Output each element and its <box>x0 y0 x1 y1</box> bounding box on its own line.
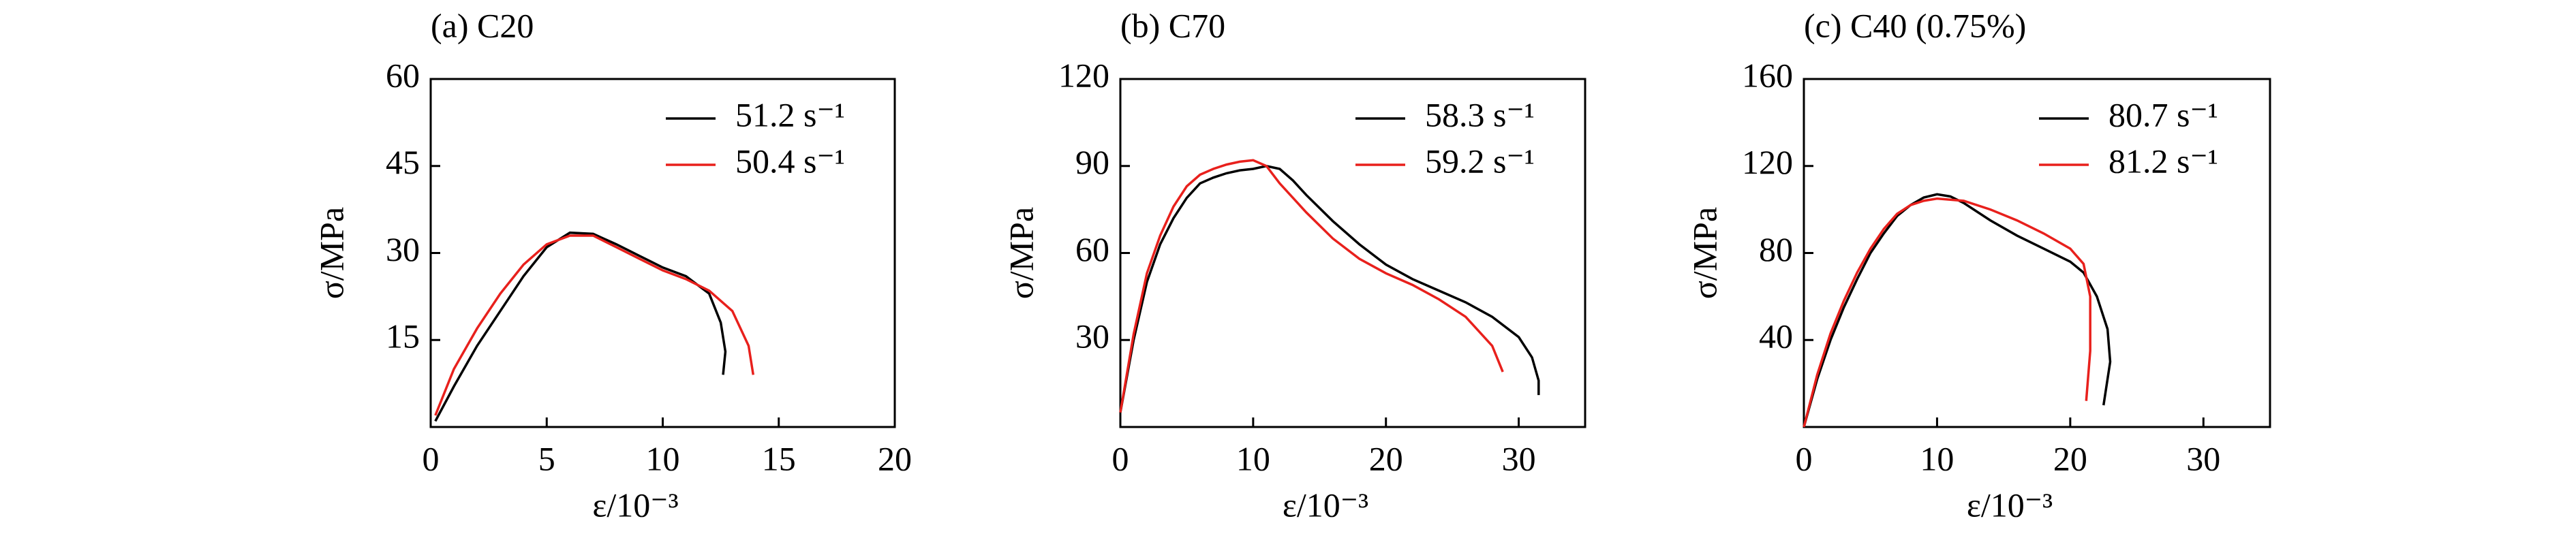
x-axis-label: ε/10⁻³ <box>1967 486 2053 524</box>
x-tick-label: 15 <box>762 439 796 477</box>
legend-label: 80.7 s⁻¹ <box>2109 95 2218 133</box>
x-tick-label: 20 <box>878 439 912 477</box>
chart-title: (c) C40 (0.75%) <box>1804 6 2026 44</box>
x-tick-label: 10 <box>1920 439 1954 477</box>
y-tick-label: 160 <box>1742 56 1793 94</box>
x-tick-label: 5 <box>538 439 555 477</box>
chart-title: (a) C20 <box>431 6 534 44</box>
y-tick-label: 90 <box>1075 143 1109 181</box>
x-tick-label: 10 <box>646 439 680 477</box>
y-axis-label: σ/MPa <box>312 207 350 299</box>
x-axis-label: ε/10⁻³ <box>592 486 678 524</box>
data-line <box>434 234 755 416</box>
chart-title: (b) C70 <box>1120 6 1225 44</box>
x-tick-label: 30 <box>2186 439 2220 477</box>
x-tick-label: 10 <box>1236 439 1270 477</box>
y-tick-label: 40 <box>1759 317 1793 355</box>
y-tick-label: 120 <box>1058 56 1109 94</box>
y-tick-label: 60 <box>1075 230 1109 268</box>
data-line <box>1119 164 1540 413</box>
y-tick-label: 60 <box>386 56 420 94</box>
x-tick-label: 0 <box>1796 439 1813 477</box>
data-line <box>1803 197 2091 428</box>
x-tick-label: 20 <box>2053 439 2087 477</box>
legend-label: 50.4 s⁻¹ <box>735 142 845 180</box>
x-tick-label: 0 <box>423 439 440 477</box>
y-tick-label: 30 <box>386 230 420 268</box>
data-line <box>1803 193 2112 428</box>
x-tick-label: 20 <box>1369 439 1403 477</box>
x-axis-label: ε/10⁻³ <box>1283 486 1368 524</box>
x-tick-label: 30 <box>1502 439 1536 477</box>
y-tick-label: 80 <box>1759 230 1793 268</box>
legend-label: 51.2 s⁻¹ <box>735 95 845 133</box>
y-tick-label: 30 <box>1075 317 1109 355</box>
legend-label: 58.3 s⁻¹ <box>1425 95 1535 133</box>
y-axis-label: σ/MPa <box>1685 207 1723 299</box>
y-tick-label: 15 <box>386 317 420 355</box>
y-tick-label: 45 <box>386 143 420 181</box>
x-tick-label: 0 <box>1112 439 1129 477</box>
y-tick-label: 120 <box>1742 143 1793 181</box>
y-axis-label: σ/MPa <box>1002 207 1040 299</box>
legend-label: 59.2 s⁻¹ <box>1425 142 1535 180</box>
data-line <box>1119 159 1504 413</box>
legend-label: 81.2 s⁻¹ <box>2109 142 2218 180</box>
data-line <box>434 231 727 422</box>
